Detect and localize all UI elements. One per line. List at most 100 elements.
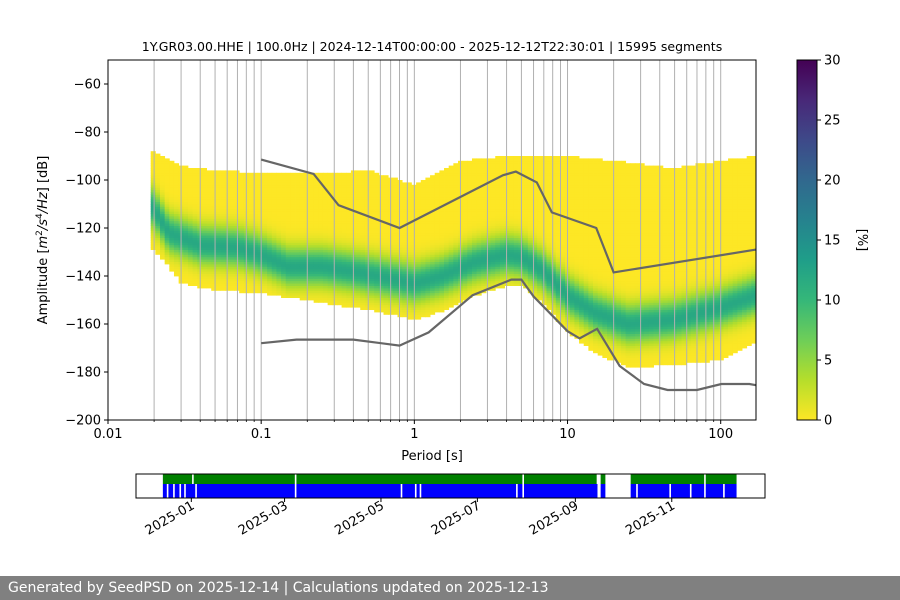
density-cell: [341, 290, 347, 294]
density-cell: [541, 218, 547, 222]
density-cell: [169, 259, 175, 262]
density-cell: [253, 259, 259, 262]
density-cell: [155, 232, 161, 236]
density-cell: [276, 206, 282, 210]
density-cell: [555, 297, 561, 301]
density-cell: [225, 283, 231, 286]
density-cell: [546, 165, 552, 169]
density-cell: [248, 264, 254, 267]
density-cell: [541, 172, 547, 176]
density-cell: [206, 249, 212, 253]
density-cell: [322, 199, 329, 202]
density-cell: [225, 216, 231, 219]
density-cell: [322, 211, 329, 214]
density-cell: [467, 204, 473, 207]
density-cell: [513, 201, 519, 205]
density-cell: [383, 177, 389, 181]
density-cell: [150, 213, 156, 217]
density-cell: [322, 208, 329, 212]
density-cell: [271, 264, 277, 267]
density-cell: [490, 192, 496, 195]
density-cell: [369, 266, 375, 270]
density-cell: [295, 204, 301, 207]
density-cell: [360, 182, 366, 186]
density-cell: [383, 302, 389, 306]
density-cell: [378, 175, 384, 178]
density-cell: [499, 216, 505, 219]
density-cell: [541, 249, 547, 253]
density-cell: [364, 290, 370, 294]
density-cell: [150, 237, 156, 241]
density-cell: [504, 266, 510, 270]
density-cell: [239, 182, 245, 186]
density-cell: [285, 228, 291, 231]
density-cell: [201, 228, 207, 231]
density-cell: [155, 153, 161, 157]
density-cell: [453, 175, 459, 178]
density-cell: [537, 230, 543, 234]
density-cell: [355, 300, 361, 303]
density-cell: [336, 232, 342, 236]
density-cell: [267, 220, 273, 224]
density-cell: [402, 273, 408, 277]
density-cell: [201, 206, 207, 210]
density-cell: [546, 220, 552, 224]
density-cell: [430, 268, 436, 272]
density-cell: [211, 252, 217, 255]
density-cell: [555, 266, 561, 270]
density-cell: [569, 261, 575, 265]
density-cell: [346, 216, 352, 219]
density-cell: [430, 218, 436, 222]
density-cell: [527, 187, 533, 190]
density-cell: [476, 160, 482, 164]
density-cell: [481, 252, 487, 255]
density-cell: [374, 180, 380, 183]
density-cell: [364, 259, 370, 262]
density-cell: [430, 189, 436, 193]
density-cell: [173, 170, 180, 174]
density-cell: [471, 211, 478, 214]
density-cell: [364, 261, 370, 265]
density-cell: [551, 268, 557, 272]
density-cell: [285, 177, 291, 181]
density-cell: [434, 184, 440, 188]
density-cell: [430, 220, 436, 224]
density-cell: [239, 180, 245, 183]
density-cell: [430, 230, 436, 234]
density-cell: [215, 170, 221, 174]
density-cell: [164, 213, 170, 217]
density-cell: [346, 189, 352, 193]
density-cell: [430, 285, 436, 289]
density-cell: [150, 180, 156, 183]
density-cell: [267, 261, 273, 265]
density-cell: [527, 168, 533, 171]
density-cell: [555, 288, 561, 291]
density-cell: [504, 259, 510, 262]
density-cell: [364, 230, 370, 234]
density-cell: [406, 256, 412, 260]
density-cell: [313, 242, 319, 246]
density-cell: [169, 237, 175, 241]
density-cell: [355, 199, 361, 202]
density-cell: [392, 280, 398, 284]
density-cell: [313, 177, 319, 181]
density-cell: [239, 232, 245, 236]
density-cell: [406, 300, 412, 303]
density-cell: [155, 163, 161, 166]
density-cell: [495, 180, 501, 183]
density-cell: [462, 237, 468, 241]
density-cell: [355, 208, 361, 212]
density-cell: [392, 208, 398, 212]
density-cell: [364, 283, 370, 286]
density-cell: [448, 208, 454, 212]
density-cell: [276, 184, 282, 188]
density-cell: [183, 201, 189, 205]
density-cell: [295, 266, 301, 270]
density-cell: [378, 249, 384, 253]
density-cell: [555, 228, 561, 231]
density-cell: [444, 196, 450, 200]
density-cell: [267, 225, 273, 229]
density-cell: [448, 180, 454, 183]
density-cell: [420, 180, 426, 183]
density-cell: [276, 290, 282, 294]
